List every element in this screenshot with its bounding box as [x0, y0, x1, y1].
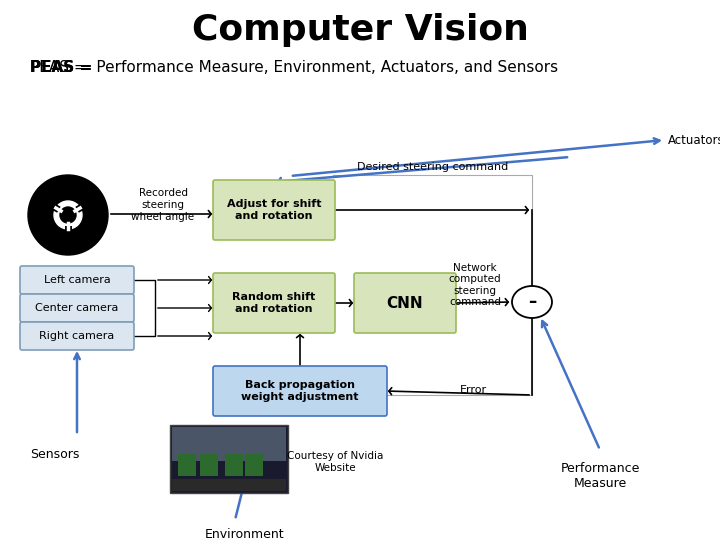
Circle shape [60, 207, 76, 223]
Text: Environment: Environment [205, 528, 285, 540]
Text: Back propagation
weight adjustment: Back propagation weight adjustment [241, 380, 359, 402]
Text: PEAS =  Performance Measure, Environment, Actuators, and Sensors: PEAS = Performance Measure, Environment,… [30, 60, 558, 76]
Bar [245, 454, 263, 476]
Text: Right camera: Right camera [40, 331, 114, 341]
Text: Performance
Measure: Performance Measure [560, 462, 639, 490]
Text: CNN: CNN [387, 295, 423, 310]
Text: Left camera: Left camera [44, 275, 110, 285]
FancyBboxPatch shape [20, 294, 134, 322]
Text: Center camera: Center camera [35, 303, 119, 313]
Text: Random shift
and rotation: Random shift and rotation [233, 292, 315, 314]
FancyBboxPatch shape [354, 273, 456, 333]
Bar [178, 454, 196, 476]
Circle shape [54, 201, 82, 229]
Bar [225, 454, 243, 476]
Ellipse shape [512, 286, 552, 318]
Text: Recorded
steering
wheel angle: Recorded steering wheel angle [132, 188, 194, 221]
FancyBboxPatch shape [213, 180, 335, 240]
FancyBboxPatch shape [20, 266, 134, 294]
Text: –: – [528, 293, 536, 311]
Text: PEAS =: PEAS = [30, 60, 97, 76]
FancyBboxPatch shape [213, 366, 387, 416]
Bar [172, 479, 286, 491]
Bar [170, 425, 288, 493]
Text: Adjust for shift
and rotation: Adjust for shift and rotation [227, 199, 321, 221]
Circle shape [28, 175, 108, 255]
Text: PEAS =: PEAS = [30, 60, 97, 76]
Text: Network
computed
steering
command: Network computed steering command [449, 262, 501, 307]
Text: Actuators: Actuators [668, 133, 720, 146]
Bar [172, 427, 286, 461]
Text: Courtesy of Nvidia
Website: Courtesy of Nvidia Website [287, 451, 383, 473]
FancyBboxPatch shape [213, 273, 335, 333]
Text: Computer Vision: Computer Vision [192, 13, 528, 47]
Bar [200, 454, 218, 476]
Text: Desired steering command: Desired steering command [357, 162, 508, 172]
Text: Error: Error [460, 385, 487, 395]
Text: Sensors: Sensors [30, 449, 79, 462]
FancyBboxPatch shape [20, 322, 134, 350]
